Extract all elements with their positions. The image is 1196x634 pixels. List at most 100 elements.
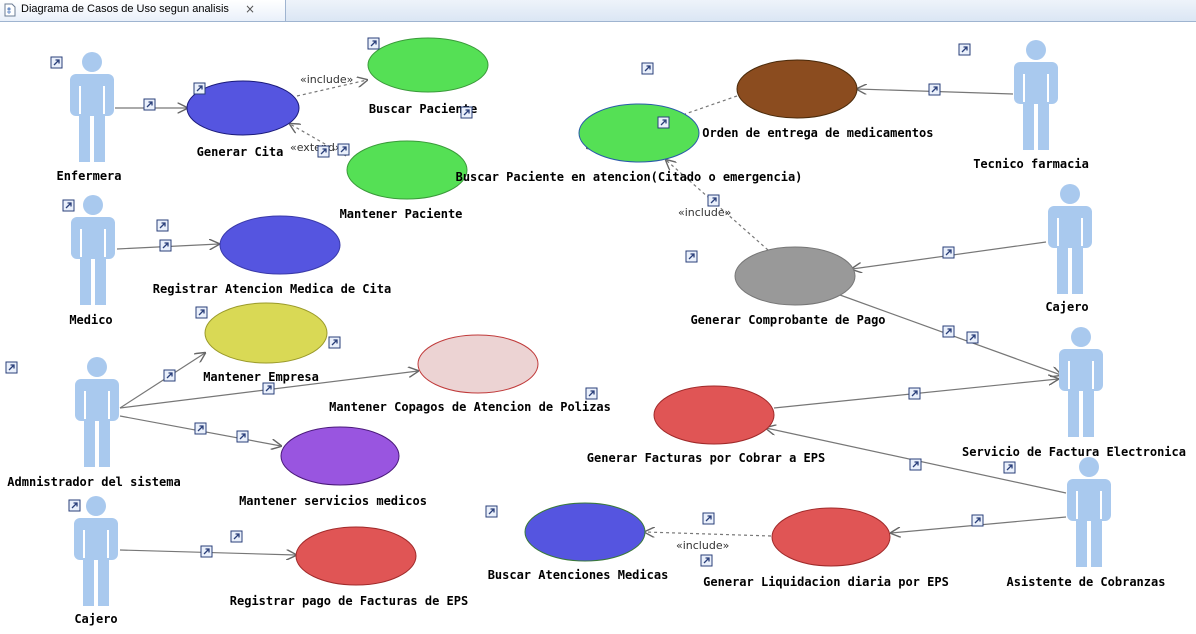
actor-sfe[interactable]: Servicio de Factura Electronica <box>962 327 1186 459</box>
element-link-icon[interactable] <box>337 143 350 156</box>
use-case-ellipse[interactable] <box>219 215 341 275</box>
element-link-icon[interactable] <box>641 62 654 75</box>
element-link-icon[interactable] <box>143 98 156 111</box>
element-link-icon[interactable] <box>657 116 670 129</box>
use-case-mant_serv[interactable]: Mantener servicios medicos <box>239 426 427 508</box>
use-case-ellipse[interactable] <box>417 334 539 394</box>
use-case-ellipse[interactable] <box>204 302 328 364</box>
element-link-icon[interactable] <box>50 56 63 69</box>
use-case-mant_cop[interactable]: Mantener Copagos de Atencion de Polizas <box>329 334 611 414</box>
use-case-ellipse[interactable] <box>653 385 775 445</box>
element-link-icon[interactable] <box>367 37 380 50</box>
include-relation-gen_liq-buscar_atm[interactable]: «include» <box>645 532 772 552</box>
actor-cajero1[interactable]: Cajero <box>74 496 118 626</box>
actor-figure-icon[interactable] <box>74 496 118 606</box>
use-case-ellipse[interactable] <box>771 507 891 567</box>
element-link-icon[interactable] <box>262 382 275 395</box>
element-link-icon[interactable] <box>928 83 941 96</box>
element-link-icon[interactable] <box>485 505 498 518</box>
actor-asistente[interactable]: Asistente de Cobranzas <box>1007 457 1166 589</box>
include-stereotype-label: «include» <box>678 206 731 219</box>
actor-figure-icon[interactable] <box>75 357 119 467</box>
element-link-icon[interactable] <box>971 514 984 527</box>
use-case-mant_emp[interactable]: Mantener Empresa <box>203 302 328 384</box>
element-link-icon[interactable] <box>958 43 971 56</box>
element-link-icon[interactable] <box>194 422 207 435</box>
use-case-gen_cita[interactable]: Generar Cita <box>186 80 300 159</box>
actor-admin[interactable]: Admnistrador del sistema <box>7 357 181 489</box>
element-link-icon[interactable] <box>317 145 330 158</box>
actor-name: Asistente de Cobranzas <box>1007 575 1166 589</box>
element-link-icon[interactable] <box>908 387 921 400</box>
use-case-buscar_atm[interactable]: Buscar Atenciones Medicas <box>488 502 669 582</box>
element-link-icon[interactable] <box>460 106 473 119</box>
use-case-ellipse[interactable] <box>578 103 700 163</box>
use-case-gen_fact[interactable]: Generar Facturas por Cobrar a EPS <box>587 385 825 465</box>
actor-medico[interactable]: Medico <box>69 195 115 327</box>
element-link-icon[interactable] <box>942 246 955 259</box>
actor-figure-icon[interactable] <box>70 52 114 162</box>
actor-tecnico[interactable]: Tecnico farmacia <box>973 40 1089 171</box>
use-case-ellipse[interactable] <box>736 59 858 119</box>
element-link-icon[interactable] <box>585 387 598 400</box>
use-case-ellipse[interactable] <box>346 140 468 200</box>
relation-line[interactable] <box>645 532 772 536</box>
element-link-icon[interactable] <box>230 530 243 543</box>
actor-figure-icon[interactable] <box>1014 40 1058 150</box>
use-case-mant_pac[interactable]: Mantener Paciente <box>340 140 468 221</box>
actor-name: Enfermera <box>56 169 121 183</box>
use-case-name: Mantener servicios medicos <box>239 494 427 508</box>
relation-line[interactable] <box>119 353 205 409</box>
element-link-icon[interactable] <box>328 336 341 349</box>
use-case-name: Generar Liquidacion diaria por EPS <box>703 575 949 589</box>
element-link-icon[interactable] <box>1003 461 1016 474</box>
use-case-buscar_aten[interactable]: Buscar Paciente en atencion(Citado o eme… <box>456 103 803 184</box>
element-link-icon[interactable] <box>68 499 81 512</box>
use-case-ellipse[interactable] <box>186 80 300 136</box>
element-link-icon[interactable] <box>156 219 169 232</box>
element-link-icon[interactable] <box>966 331 979 344</box>
use-case-ellipse[interactable] <box>524 502 646 562</box>
use-case-reg_pago[interactable]: Registrar pago de Facturas de EPS <box>230 526 468 608</box>
use-case-buscar_pac[interactable]: Buscar Paciente <box>367 37 489 116</box>
element-link-icon[interactable] <box>942 325 955 338</box>
include-stereotype-label: «include» <box>676 539 729 552</box>
close-icon[interactable]: × <box>245 2 256 16</box>
element-link-icon[interactable] <box>707 194 720 207</box>
include-relation-gen_cita-buscar_pac[interactable]: «include» <box>296 73 367 97</box>
actor-enfermera[interactable]: Enfermera <box>56 52 122 183</box>
diagram-tab[interactable]: Diagrama de Casos de Uso segun analisis … <box>0 0 286 21</box>
element-link-icon[interactable] <box>200 545 213 558</box>
use-case-ellipse[interactable] <box>734 246 856 306</box>
element-link-icon[interactable] <box>195 306 208 319</box>
use-case-name: Mantener Paciente <box>340 207 463 221</box>
use-case-reg_aten[interactable]: Registrar Atencion Medica de Cita <box>153 215 391 296</box>
element-link-icon[interactable] <box>236 430 249 443</box>
use-case-gen_orden[interactable]: Generar Orden de entrega de medicamentos <box>645 59 934 140</box>
element-link-icon[interactable] <box>193 82 206 95</box>
editor-tab-bar: Diagrama de Casos de Uso segun analisis … <box>0 0 1196 22</box>
actor-cajero2[interactable]: Cajero <box>1045 184 1092 314</box>
element-link-icon[interactable] <box>685 250 698 263</box>
diagram-file-icon <box>4 3 16 17</box>
actor-figure-icon[interactable] <box>1059 327 1103 437</box>
element-link-icon[interactable] <box>163 369 176 382</box>
element-link-icon[interactable] <box>5 361 18 374</box>
element-link-icon[interactable] <box>909 458 922 471</box>
use-case-ellipse[interactable] <box>295 526 417 586</box>
association-relation-admin-mant_emp[interactable] <box>119 353 205 409</box>
use-case-name: Buscar Paciente <box>369 102 477 116</box>
use-case-ellipse[interactable] <box>280 426 400 486</box>
use-case-name: Registrar pago de Facturas de EPS <box>230 594 468 608</box>
use-case-gen_comp[interactable]: Generar Comprobante de Pago <box>690 246 886 327</box>
element-link-icon[interactable] <box>702 512 715 525</box>
use-case-gen_liq[interactable]: Generar Liquidacion diaria por EPS <box>703 507 949 589</box>
use-case-ellipse[interactable] <box>367 37 489 93</box>
element-link-icon[interactable] <box>159 239 172 252</box>
actor-figure-icon[interactable] <box>1067 457 1111 567</box>
relation-line[interactable] <box>290 124 347 157</box>
element-link-icon[interactable] <box>700 554 713 567</box>
element-link-icon[interactable] <box>62 199 75 212</box>
actor-figure-icon[interactable] <box>71 195 115 305</box>
actor-figure-icon[interactable] <box>1048 184 1092 294</box>
